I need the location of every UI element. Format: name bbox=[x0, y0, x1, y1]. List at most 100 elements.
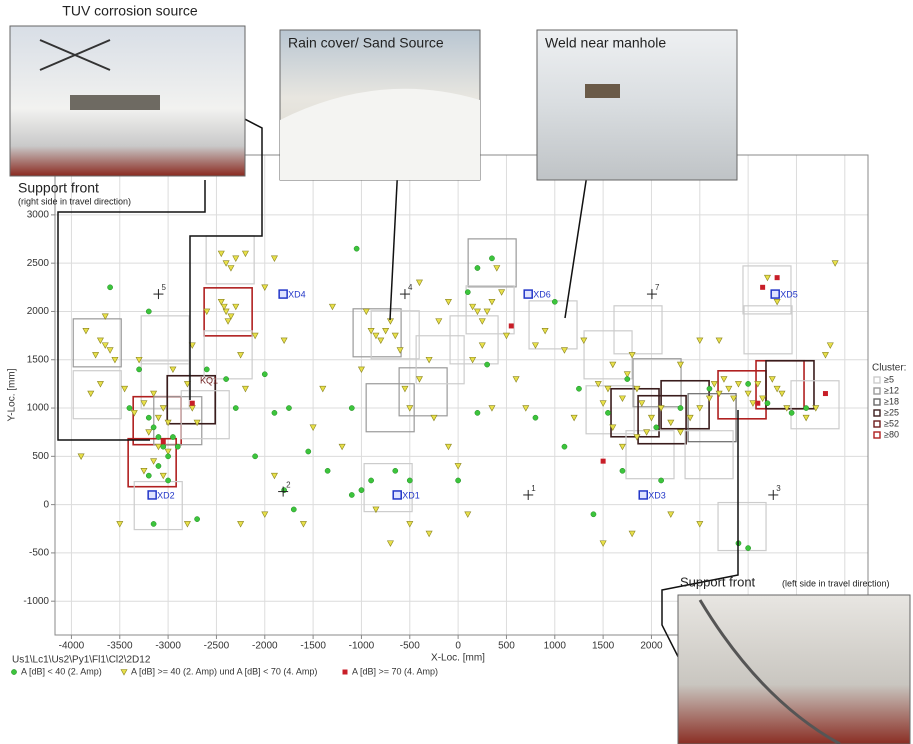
legend-label: ≥5 bbox=[884, 374, 894, 384]
sensor-label: XD6 bbox=[533, 289, 551, 299]
point bbox=[203, 308, 211, 316]
point bbox=[653, 424, 660, 431]
point bbox=[237, 521, 245, 528]
point bbox=[328, 303, 336, 311]
point bbox=[706, 385, 713, 392]
point bbox=[686, 414, 694, 422]
point bbox=[286, 405, 292, 411]
point bbox=[657, 405, 665, 412]
point bbox=[628, 352, 636, 359]
point bbox=[82, 327, 90, 335]
sensor bbox=[392, 490, 402, 500]
point bbox=[154, 443, 162, 451]
point bbox=[435, 318, 443, 325]
legend-label: A [dB] >= 40 (2. Amp) und A [dB] < 70 (4… bbox=[131, 666, 317, 676]
point bbox=[338, 443, 346, 451]
point bbox=[222, 308, 230, 316]
cluster-box bbox=[72, 370, 122, 420]
point bbox=[135, 356, 143, 364]
point bbox=[319, 385, 327, 393]
point bbox=[768, 376, 776, 383]
plot-frame bbox=[54, 154, 869, 636]
photo-caption: Weld near manhole bbox=[545, 35, 666, 51]
point bbox=[251, 332, 259, 340]
point bbox=[594, 381, 602, 388]
legend-label: ≥80 bbox=[884, 429, 899, 439]
cluster-box bbox=[660, 379, 710, 430]
point bbox=[406, 405, 414, 412]
point bbox=[183, 381, 191, 388]
point bbox=[150, 521, 157, 527]
x-tick-label: -2500 bbox=[204, 641, 230, 652]
point bbox=[169, 366, 177, 374]
point bbox=[570, 414, 578, 422]
point bbox=[159, 405, 167, 412]
photo-caption: Support front bbox=[680, 574, 756, 589]
cluster-box bbox=[528, 300, 578, 350]
point bbox=[734, 381, 742, 388]
point bbox=[165, 453, 171, 460]
point bbox=[232, 255, 240, 262]
legend-swatch bbox=[873, 398, 881, 406]
point bbox=[150, 424, 157, 431]
point bbox=[130, 410, 138, 417]
point bbox=[676, 429, 684, 436]
point bbox=[551, 298, 558, 305]
point bbox=[160, 443, 167, 450]
point bbox=[224, 318, 232, 325]
point bbox=[754, 381, 762, 388]
event-label: 1 bbox=[531, 484, 536, 493]
point bbox=[474, 410, 481, 416]
sensor-label: XD2 bbox=[157, 490, 175, 500]
x-tick-label: -2000 bbox=[252, 641, 278, 652]
cluster-box bbox=[743, 305, 793, 355]
point bbox=[474, 265, 481, 271]
point bbox=[788, 410, 795, 416]
event-label: 2 bbox=[286, 481, 291, 490]
sensor-label: XD5 bbox=[780, 289, 798, 299]
point bbox=[193, 419, 201, 427]
point bbox=[609, 361, 617, 369]
cluster-box bbox=[166, 374, 217, 425]
point bbox=[469, 303, 477, 311]
point bbox=[106, 347, 114, 354]
point bbox=[252, 453, 258, 460]
point bbox=[478, 318, 486, 325]
event-label: 7 bbox=[655, 283, 660, 292]
point bbox=[401, 385, 409, 393]
point bbox=[223, 376, 229, 382]
cluster-box bbox=[398, 367, 448, 417]
legend-label: ≥25 bbox=[884, 407, 899, 417]
point bbox=[261, 371, 268, 378]
y-tick-label: 500 bbox=[32, 451, 49, 462]
connector bbox=[661, 410, 739, 701]
point bbox=[261, 511, 269, 518]
point bbox=[512, 376, 520, 383]
point bbox=[760, 284, 766, 290]
point bbox=[271, 410, 278, 416]
point bbox=[705, 395, 713, 403]
overlay: TUV corrosion source Rain cover/ Sand So… bbox=[9, 3, 911, 744]
legend-label: A [dB] < 40 (2. Amp) bbox=[21, 666, 102, 676]
x-tick-label: -1500 bbox=[300, 641, 326, 652]
point bbox=[498, 289, 506, 296]
point bbox=[241, 250, 249, 258]
photo-detail bbox=[280, 88, 480, 180]
point bbox=[774, 275, 780, 281]
point bbox=[164, 419, 172, 427]
point bbox=[305, 448, 312, 455]
point bbox=[222, 260, 230, 267]
cluster-legend-title: Cluster: bbox=[872, 363, 906, 374]
point bbox=[227, 265, 235, 272]
point bbox=[624, 376, 631, 382]
point bbox=[599, 400, 607, 407]
point bbox=[802, 414, 810, 422]
event-label: 4 bbox=[408, 283, 413, 292]
point bbox=[604, 385, 612, 393]
sensor bbox=[523, 289, 533, 299]
point bbox=[101, 313, 109, 320]
sensor bbox=[147, 490, 157, 500]
x-tick-label: -3500 bbox=[107, 641, 133, 652]
point bbox=[101, 342, 109, 349]
point bbox=[270, 255, 278, 262]
